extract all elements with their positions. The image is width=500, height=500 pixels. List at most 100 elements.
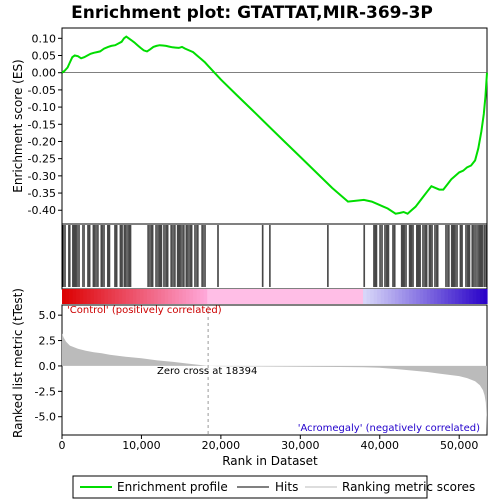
es-y-axis: 0.10 0.05 0.00 -0.05 -0.10 -0.15 -0.20 -0.25 -0.… bbox=[28, 32, 62, 217]
rank-x-tick-label: 30,000 bbox=[281, 439, 320, 452]
hit-marks bbox=[62, 225, 487, 287]
color-bar-segment bbox=[398, 289, 403, 304]
color-bar-segment bbox=[178, 289, 184, 304]
es-panel: 0.10 0.05 0.00 -0.05 -0.10 -0.15 -0.20 -0.25 -0.… bbox=[11, 27, 488, 225]
color-bar-segment bbox=[100, 289, 106, 304]
legend: Enrichment profile Hits Ranking metric s… bbox=[72, 475, 475, 499]
color-bar-segment bbox=[295, 289, 300, 304]
es-y-tick-label: -0.30 bbox=[28, 170, 56, 183]
es-plot-frame bbox=[61, 27, 488, 225]
color-bar-segment bbox=[93, 289, 99, 304]
rank-y-tick-label: 0.0 bbox=[39, 360, 57, 373]
color-bar-segment bbox=[214, 289, 219, 304]
color-bar-segment bbox=[288, 289, 293, 304]
color-bar-segment bbox=[136, 289, 141, 304]
rank-y-tick-label: -5.0 bbox=[35, 411, 56, 424]
color-bar-segment bbox=[189, 289, 194, 304]
color-bar-segment bbox=[309, 289, 315, 304]
color-bar-segment bbox=[235, 289, 240, 304]
color-bar-segment bbox=[455, 289, 460, 304]
es-y-tick-label: -0.10 bbox=[28, 101, 56, 114]
color-bar-segment bbox=[86, 289, 91, 304]
color-bar-segment bbox=[65, 289, 70, 304]
es-y-tick-label: -0.20 bbox=[28, 135, 56, 148]
rank-y-tick-label: -2.5 bbox=[35, 385, 56, 398]
es-y-tick-label: -0.35 bbox=[28, 187, 56, 200]
color-bar-segment bbox=[472, 289, 477, 304]
color-bar-segment bbox=[168, 289, 173, 304]
color-bar-segment bbox=[221, 289, 226, 304]
legend-hits-label: Hits bbox=[275, 480, 298, 494]
color-bar-segment bbox=[334, 289, 339, 304]
positive-correlation-label: 'Control' (positively correlated) bbox=[67, 305, 222, 316]
color-bar-segment bbox=[154, 289, 159, 304]
legend-ranking-label: Ranking metric scores bbox=[342, 480, 475, 494]
color-bar-segment bbox=[338, 289, 343, 304]
color-bar-segment bbox=[263, 289, 269, 304]
rank-x-axis-label: Rank in Dataset bbox=[222, 454, 318, 468]
zero-cross-label: Zero cross at 18394 bbox=[157, 366, 257, 377]
color-bar-segment bbox=[373, 289, 378, 304]
color-bar-segment bbox=[281, 289, 286, 304]
color-bar-segment bbox=[200, 289, 205, 304]
es-y-tick-label: 0.10 bbox=[32, 32, 57, 45]
color-bar-segment bbox=[83, 289, 88, 304]
color-bar-segment bbox=[104, 289, 109, 304]
color-bar-segment bbox=[79, 289, 84, 304]
es-y-tick-label: -0.15 bbox=[28, 118, 56, 131]
color-bar-segment bbox=[377, 289, 382, 304]
color-bar-segment bbox=[143, 289, 148, 304]
color-bar-segment bbox=[451, 289, 456, 304]
color-bar-segment bbox=[313, 289, 318, 304]
color-bar-segment bbox=[302, 289, 307, 304]
color-bar-segment bbox=[118, 289, 123, 304]
color-bar-segment bbox=[97, 289, 102, 304]
rank-x-tick-label: 20,000 bbox=[202, 439, 241, 452]
color-bar-segment bbox=[62, 289, 67, 304]
color-bar-segment bbox=[76, 289, 81, 304]
color-bar-segment bbox=[125, 289, 130, 304]
rank-x-tick-label: 10,000 bbox=[122, 439, 161, 452]
rank-y-tick-label: 2.5 bbox=[39, 335, 57, 348]
color-bar-segment bbox=[440, 289, 446, 304]
color-bar-segment bbox=[359, 289, 364, 304]
color-bar-segment bbox=[462, 289, 467, 304]
rank-x-tick-label: 0 bbox=[59, 439, 66, 452]
color-bar-segment bbox=[69, 289, 74, 304]
color-bar-segment bbox=[416, 289, 421, 304]
es-y-tick-label: -0.40 bbox=[28, 204, 56, 217]
color-bar-segment bbox=[147, 289, 152, 304]
color-bar-segment bbox=[419, 289, 424, 304]
color-bar-segment bbox=[210, 289, 215, 304]
color-bar-segment bbox=[217, 289, 222, 304]
color-bar-segment bbox=[253, 289, 258, 304]
color-bar-segment bbox=[129, 289, 134, 304]
chart-title: Enrichment plot: GTATTAT,MIR-369-3P bbox=[71, 3, 433, 23]
color-bar-segment bbox=[239, 289, 244, 304]
negative-correlation-label: 'Acromegaly' (negatively correlated) bbox=[298, 423, 480, 434]
color-bar-segment bbox=[157, 289, 162, 304]
color-bar-segment bbox=[175, 289, 180, 304]
color-bar-segment bbox=[164, 289, 169, 304]
color-bar-segment bbox=[150, 289, 155, 304]
color-bar-segment bbox=[246, 289, 251, 304]
rank-y-tick-label: 5.0 bbox=[39, 309, 57, 322]
color-bar-segment bbox=[458, 289, 463, 304]
color-bar-segment bbox=[380, 289, 385, 304]
color-bar-segment bbox=[433, 289, 439, 304]
color-bar-segment bbox=[72, 289, 77, 304]
color-bar-segment bbox=[270, 289, 276, 304]
color-bar-segment bbox=[108, 289, 113, 304]
rank-color-bar bbox=[62, 289, 488, 304]
color-bar-segment bbox=[161, 289, 166, 304]
rank-x-tick-label: 40,000 bbox=[361, 439, 400, 452]
color-bar-segment bbox=[139, 289, 145, 304]
color-bar-segment bbox=[412, 289, 417, 304]
rank-x-tick-label: 50,000 bbox=[440, 439, 479, 452]
enrichment-profile-line bbox=[61, 35, 488, 215]
color-bar-segment bbox=[185, 289, 191, 304]
color-bar-segment bbox=[132, 289, 137, 304]
rank-x-axis: 0 10,000 20,000 30,000 40,000 50,000 bbox=[59, 435, 479, 452]
color-bar-segment bbox=[366, 289, 371, 304]
